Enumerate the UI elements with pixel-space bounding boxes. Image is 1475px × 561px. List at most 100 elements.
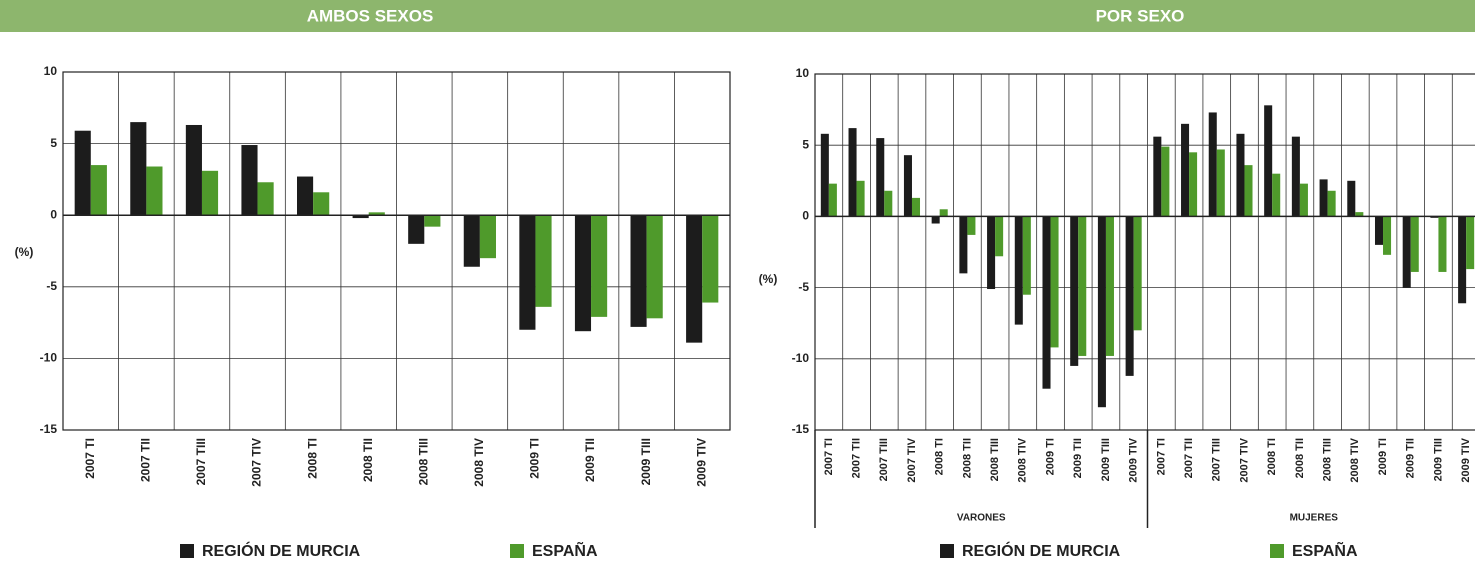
- legend-swatch: [180, 544, 194, 558]
- x-tick-label: 2009 TII: [583, 438, 597, 482]
- bar: [686, 215, 703, 343]
- x-tick-label: 2008 TI: [934, 438, 946, 475]
- y-tick-label: -15: [40, 422, 58, 436]
- y-tick-label: -5: [798, 280, 809, 294]
- x-tick-label: 2008 TII: [961, 438, 973, 478]
- bar: [876, 138, 885, 217]
- bar: [185, 124, 202, 216]
- x-tick-label: 2008 TII: [361, 438, 375, 482]
- bar: [1319, 179, 1328, 217]
- legend-swatch: [940, 544, 954, 558]
- x-tick-label: 2008 TII: [1294, 438, 1306, 478]
- bar: [1355, 212, 1364, 217]
- x-tick-label: 2009 TIII: [1432, 438, 1444, 481]
- x-tick-label: 2008 TIII: [989, 438, 1001, 481]
- x-tick-label: 2008 TIV: [1349, 437, 1361, 482]
- bar: [1208, 112, 1217, 217]
- bar: [368, 212, 385, 216]
- bar: [939, 209, 948, 217]
- bar: [1216, 149, 1225, 217]
- group-label: MUJERES: [1290, 513, 1339, 524]
- x-tick-label: 2008 TI: [305, 438, 319, 479]
- bar: [1244, 165, 1253, 217]
- x-tick-label: 2009 TIV: [1460, 437, 1472, 482]
- bar: [1105, 216, 1114, 356]
- x-tick-label: 2008 TI: [1266, 438, 1278, 475]
- bar: [911, 197, 921, 217]
- bar: [1133, 216, 1142, 331]
- bar: [1014, 216, 1023, 325]
- bar: [995, 216, 1004, 257]
- plot-frame: [62, 71, 731, 431]
- bar: [1070, 216, 1079, 366]
- bar: [1327, 190, 1336, 217]
- x-tick-label: 2009 TII: [1072, 438, 1084, 478]
- group-label: VARONES: [957, 513, 1006, 524]
- legend-label: REGIÓN DE MURCIA: [202, 541, 361, 560]
- bar: [1078, 216, 1087, 356]
- y-tick-label: 5: [50, 136, 57, 150]
- bar: [1042, 216, 1051, 389]
- bar: [591, 215, 608, 317]
- x-tick-label: 2009 TIV: [1128, 437, 1140, 482]
- bar: [519, 215, 536, 330]
- bar: [848, 128, 857, 217]
- legend-label: REGIÓN DE MURCIA: [962, 541, 1121, 560]
- x-tick-label: 2008 TIV: [1017, 437, 1029, 482]
- bar: [903, 155, 912, 217]
- bar: [630, 215, 647, 327]
- chart-title: POR SEXO: [1096, 6, 1185, 25]
- y-tick-label: 10: [44, 64, 58, 78]
- x-tick-label: 2007 TII: [139, 438, 153, 482]
- x-tick-label: 2009 TI: [1377, 438, 1389, 475]
- bar: [1153, 136, 1162, 217]
- bar: [352, 215, 369, 219]
- bar: [90, 165, 107, 216]
- bar: [702, 215, 719, 303]
- bar: [967, 216, 976, 235]
- bar: [463, 215, 480, 267]
- bar: [201, 170, 219, 216]
- legend-swatch: [510, 544, 524, 558]
- x-tick-label: 2008 TIII: [1322, 438, 1334, 481]
- bar: [646, 215, 663, 319]
- bar: [130, 122, 147, 216]
- bar: [424, 215, 441, 227]
- bar: [297, 176, 314, 216]
- x-tick-label: 2009 TI: [528, 438, 542, 479]
- x-tick-label: 2007 TII: [1183, 438, 1195, 478]
- bar: [1383, 216, 1392, 255]
- bar: [1458, 216, 1467, 304]
- bar: [1097, 216, 1106, 408]
- y-tick-label: -15: [792, 422, 810, 436]
- header-band: [0, 0, 1475, 32]
- bar: [74, 130, 91, 216]
- y-tick-label: 0: [802, 209, 809, 223]
- bar: [1125, 216, 1134, 376]
- y-tick-label: -10: [792, 351, 810, 365]
- y-tick-label: 5: [802, 137, 809, 151]
- x-tick-label: 2007 TIV: [1238, 437, 1250, 482]
- bar: [1189, 152, 1198, 217]
- bar: [1410, 216, 1419, 272]
- x-tick-label: 2008 TIV: [472, 438, 486, 487]
- x-tick-label: 2009 TIII: [639, 438, 653, 485]
- bar: [1347, 180, 1356, 217]
- x-tick-label: 2007 TIII: [194, 438, 208, 485]
- x-tick-label: 2009 TIII: [1100, 438, 1112, 481]
- bar: [241, 145, 258, 216]
- bar: [574, 215, 592, 332]
- bar: [313, 192, 330, 216]
- x-tick-label: 2007 TI: [83, 438, 97, 479]
- x-tick-label: 2007 TI: [1155, 438, 1167, 475]
- plot-frame: [814, 73, 1475, 431]
- y-tick-label: 10: [796, 66, 810, 80]
- x-tick-label: 2007 TIII: [1211, 438, 1223, 481]
- bar: [931, 216, 940, 224]
- bar: [1291, 136, 1300, 217]
- bar: [820, 133, 829, 217]
- chart-title: AMBOS SEXOS: [307, 6, 434, 25]
- bar: [1374, 216, 1384, 245]
- bar: [1438, 216, 1447, 272]
